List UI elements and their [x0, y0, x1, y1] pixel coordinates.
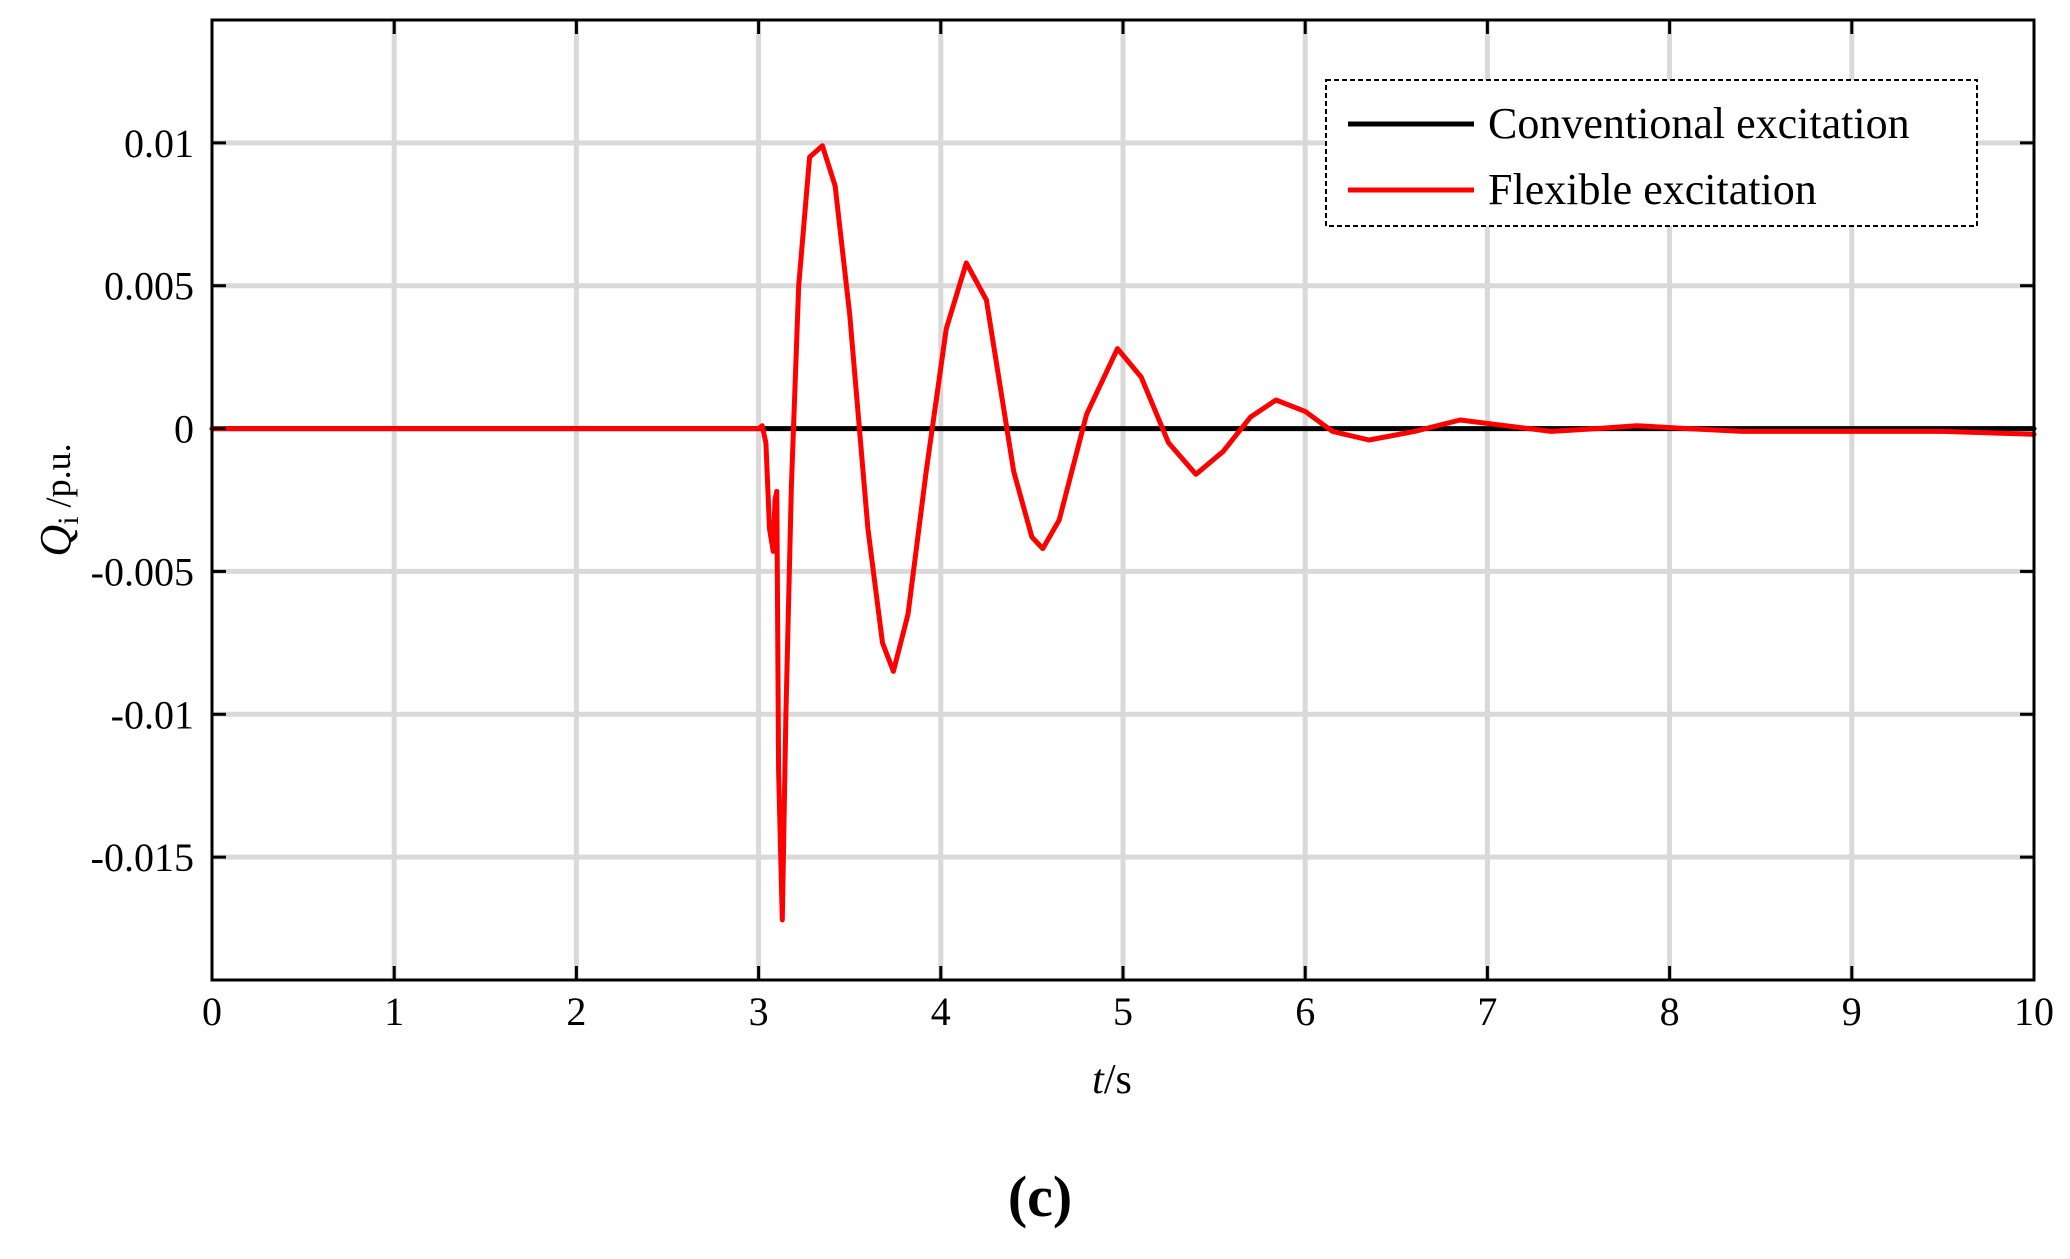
x-tick-label: 1	[384, 989, 404, 1034]
y-tick-label: -0.015	[91, 835, 194, 880]
legend: Conventional excitation Flexible excitat…	[1325, 79, 1978, 227]
x-axis-label: t/s	[1092, 1057, 1132, 1103]
x-tick-label: 8	[1660, 989, 1680, 1034]
x-tick-label: 6	[1295, 989, 1315, 1034]
y-tick-label: 0.01	[124, 121, 194, 166]
legend-box	[1325, 79, 1978, 227]
y-tick-label: -0.005	[91, 549, 194, 594]
x-tick-label: 2	[566, 989, 586, 1034]
series-line-flexible	[209, 143, 2037, 923]
x-tick-label: 5	[1113, 989, 1133, 1034]
y-tick-label: 0.005	[104, 264, 194, 309]
y-tick-label: -0.01	[111, 692, 194, 737]
tick-labels: 0 1 2 3 4 5 6 7 8 9 10 0.01 0.005 0 -0.005 -0.01 -0.015	[91, 121, 2054, 1034]
y-axis-label: Qi /p.u.	[31, 443, 85, 556]
y-tick-label: 0	[174, 407, 194, 452]
x-tick-label: 9	[1842, 989, 1862, 1034]
panel-label: (c)	[1008, 1164, 1072, 1229]
legend-label-conventional: Conventional excitation	[1488, 99, 1910, 148]
x-tick-label: 10	[2014, 989, 2054, 1034]
x-tick-label: 4	[931, 989, 951, 1034]
x-tick-label: 3	[749, 989, 769, 1034]
legend-label-flexible: Flexible excitation	[1488, 165, 1817, 214]
series-lines	[209, 143, 2037, 923]
x-tick-label: 7	[1477, 989, 1497, 1034]
x-tick-label: 0	[202, 989, 222, 1034]
axis-ticks	[210, 20, 2036, 980]
